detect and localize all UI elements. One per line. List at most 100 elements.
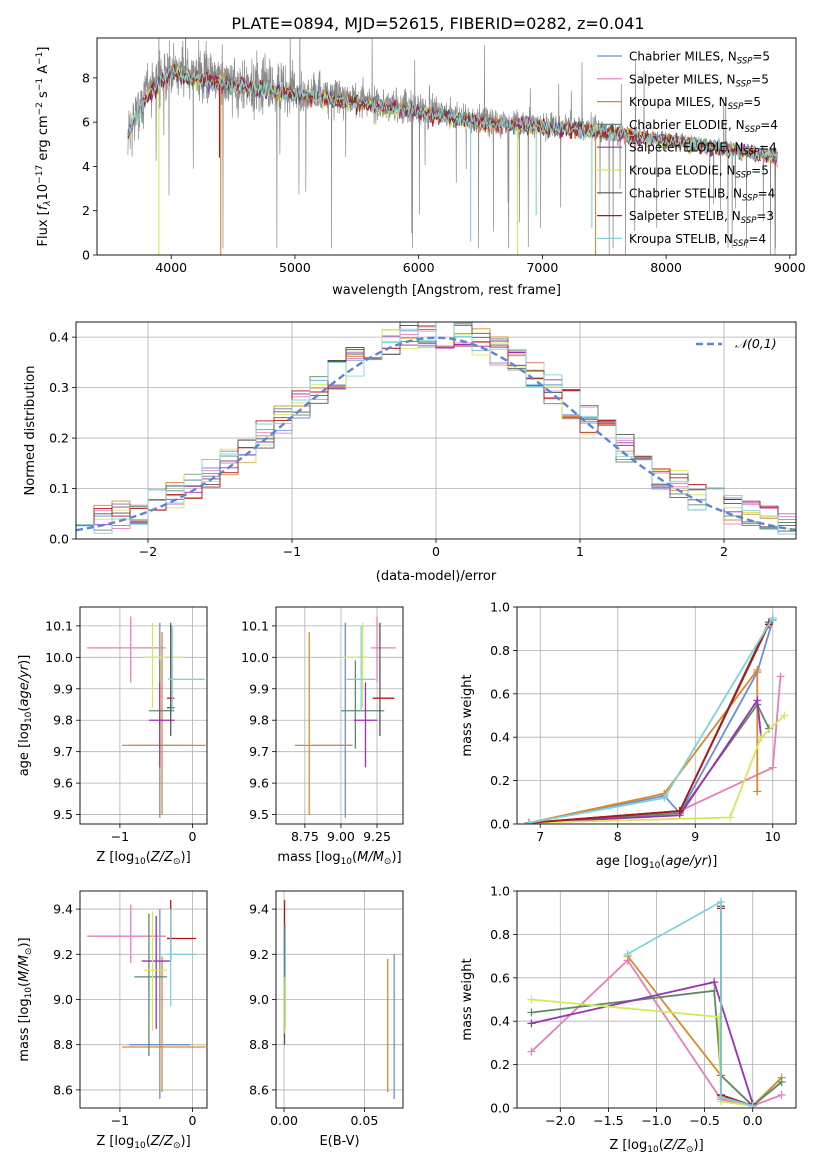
y-tick-label: 0.2	[49, 431, 69, 446]
y-tick-label: 9.0	[53, 992, 73, 1007]
weight-series-salpeter-miles	[524, 672, 785, 824]
y-axis-label: mass weight	[460, 958, 475, 1040]
series-marker	[753, 665, 762, 674]
x-tick-label: 0	[432, 544, 440, 559]
legend-label-kroupa-miles: Kroupa MILES, NSSP=5	[629, 95, 761, 112]
y-tick-label: 2	[82, 203, 90, 218]
x-axis-label: mass [log10(M/M⊙)]	[277, 850, 401, 867]
plot-area	[76, 322, 796, 539]
errorbar-kroupa-stelib	[167, 625, 205, 711]
age-metallicity-panel: −1 0 9.5 9.6 9.7 9.8 9.9 10.0 10.1 Z [log10(Z/Z⊙)…	[17, 606, 208, 867]
series-line	[528, 667, 759, 824]
plot-area	[127, 38, 778, 255]
y-tick-label: 8.6	[249, 1082, 269, 1097]
axes-frame	[96, 37, 797, 256]
axes: −2.0 −1.5 −1.0 −0.5 0.0 0.0 0.2 0.4 0.6 0.8 1.0	[490, 884, 763, 1129]
y-tick-label: 0.3	[49, 380, 69, 395]
spectrum-panel: 4000 5000 6000 7000 8000 9000 0 2 4 6 8 wavelength …	[35, 37, 806, 298]
weight-series-kroupa-stelib	[524, 613, 777, 824]
y-tick-label: 4	[82, 159, 90, 174]
series-line	[720, 906, 753, 1107]
series-line	[528, 714, 786, 824]
x-tick-label: 10	[765, 829, 781, 844]
series-marker	[777, 1077, 786, 1086]
series-marker	[675, 806, 684, 815]
x-tick-label: 0.05	[350, 1113, 378, 1128]
y-tick-label: 0.4	[49, 330, 69, 345]
errorbar-salpeter-miles	[371, 616, 396, 683]
weight-series-salpeter-stelib	[524, 620, 773, 824]
y-tick-label: 8.8	[53, 1037, 73, 1052]
x-axis-label: age [log10(age/yr)]	[596, 854, 718, 871]
axes: 7 8 9 10 0.0 0.2 0.4 0.6 0.8 1.0	[490, 600, 781, 845]
x-tick-label: −1	[283, 544, 301, 559]
x-tick-label: 4000	[155, 260, 187, 275]
y-tick-label: 0.2	[490, 1057, 510, 1072]
y-tick-label: 9.7	[53, 744, 73, 759]
series-line	[528, 624, 770, 824]
age-mass-panel: 8.75 9.00 9.25 9.5 9.6 9.7 9.8 9.9 10.0 10.1 mass …	[241, 606, 404, 867]
y-tick-label: 9.8	[53, 713, 73, 728]
y-tick-label: 8.8	[249, 1037, 269, 1052]
figure-title: PLATE=0894, MJD=52615, FIBERID=0282, z=0…	[231, 14, 644, 33]
series-line	[528, 621, 770, 824]
y-tick-label: 0.4	[490, 1014, 510, 1029]
legend-label-salpeter-miles: Salpeter MILES, NSSP=5	[629, 72, 769, 89]
errorbar-kroupa-miles	[122, 956, 206, 1093]
x-tick-label: −0.5	[689, 1113, 719, 1128]
weight-series-salpeter-elodie	[527, 978, 757, 1108]
y-tick-label: 9.9	[53, 681, 73, 696]
series-marker	[527, 1008, 536, 1017]
x-axis-label: E(B-V)	[319, 1134, 359, 1149]
mass-weight-metallicity-panel: −2.0 −1.5 −1.0 −0.5 0.0 0.0 0.2 0.4 0.6 0.8 1.0 Z […	[460, 884, 797, 1155]
x-tick-label: 9000	[774, 260, 806, 275]
series-marker	[524, 818, 533, 824]
errorbar-chabrier-elodie	[134, 913, 168, 1057]
mass-weight-age-panel: 7 8 9 10 0.0 0.2 0.4 0.6 0.8 1.0 age [log10(age/yr…	[460, 600, 797, 871]
y-tick-label: 10.1	[45, 618, 73, 633]
y-tick-label: 9.9	[249, 681, 269, 696]
weight-series-kroupa-elodie	[527, 995, 757, 1108]
series-marker	[527, 1047, 536, 1056]
x-tick-label: 0	[189, 1113, 197, 1128]
mass-metallicity-panel: −1 0 8.6 8.8 9.0 9.2 9.4 Z [log10(Z/Z⊙)] mass [l…	[17, 890, 208, 1151]
y-tick-label: 9.6	[249, 776, 269, 791]
series-marker	[716, 897, 725, 906]
errorbar-chabrier-miles	[129, 909, 191, 1099]
errorbar-kroupa-elodie	[340, 622, 370, 708]
x-tick-label: 9	[691, 829, 699, 844]
series-line	[720, 906, 783, 1107]
x-tick-label: 8000	[650, 260, 682, 275]
x-tick-label: −1.5	[593, 1113, 623, 1128]
x-tick-label: 8	[614, 829, 622, 844]
errorbar-kroupa-elodie	[143, 622, 186, 708]
x-tick-label: 6000	[403, 260, 435, 275]
y-tick-label: 10.1	[241, 618, 269, 633]
series-marker	[623, 949, 632, 958]
plot-area	[517, 607, 796, 824]
series-marker	[753, 787, 762, 796]
series-marker	[776, 672, 785, 681]
y-tick-label: 0.0	[49, 532, 69, 547]
y-tick-label: 9.2	[53, 947, 73, 962]
x-tick-label: 7	[536, 829, 544, 844]
x-tick-label: 5000	[279, 260, 311, 275]
axes: 4000 5000 6000 7000 8000 9000 0 2 4 6 8	[82, 70, 806, 275]
errorbar-kroupa-elodie	[143, 911, 168, 1032]
series-marker	[768, 613, 777, 622]
y-tick-label: 1.0	[490, 884, 510, 899]
errorbar-kroupa-miles	[294, 632, 353, 815]
axes: −1 0 9.5 9.6 9.7 9.8 9.9 10.0 10.1	[45, 618, 196, 844]
y-tick-label: 9.8	[249, 713, 269, 728]
y-tick-label: 9.7	[249, 744, 269, 759]
series-marker	[768, 763, 777, 772]
y-tick-label: 9.2	[249, 947, 269, 962]
y-axis-label: mass [log10(M/M⊙)]	[17, 937, 34, 1061]
gaussian-curve	[76, 336, 796, 532]
y-axis-label: Normed distribution	[23, 366, 38, 496]
y-tick-label: 0.1	[49, 481, 69, 496]
weight-series-chabrier-miles	[716, 902, 786, 1108]
axes-frame	[516, 606, 797, 825]
weight-series-chabrier-stelib	[524, 618, 773, 824]
